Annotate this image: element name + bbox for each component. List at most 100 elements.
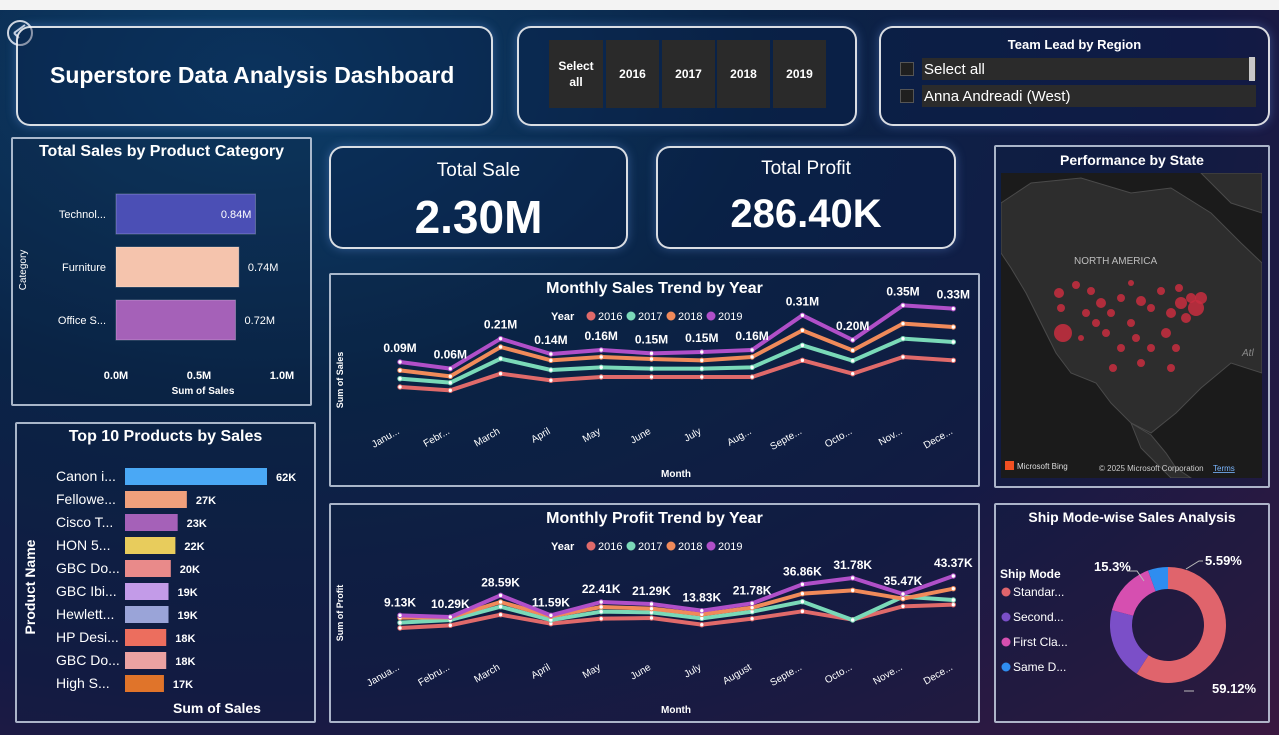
series-point: [548, 357, 554, 364]
series-point: [447, 373, 454, 380]
series-point: [799, 608, 806, 615]
category-bar: [115, 246, 240, 288]
state-marker: [1087, 287, 1095, 295]
shipmode-donut-chart: Ship Mode Standar... Second... First Cla...…: [1000, 553, 1257, 696]
series-point: [799, 581, 806, 588]
state-marker: [1127, 319, 1135, 327]
state-marker: [1102, 329, 1110, 337]
series-point: [749, 364, 755, 371]
category-x-tick: 1.0M: [270, 370, 294, 382]
map-title: Performance by State: [1060, 152, 1204, 168]
series-point: [598, 604, 604, 610]
monthly-sales-title: Monthly Sales Trend by Year: [546, 280, 763, 297]
series-point: [850, 337, 856, 343]
total-value-label: 0.35M: [886, 284, 919, 298]
state-marker: [1166, 308, 1176, 318]
kpi-sale-value: 2.30M: [414, 191, 543, 243]
map-terms-link[interactable]: Terms: [1213, 464, 1235, 473]
legend-marker: [586, 541, 596, 551]
legend-marker: [706, 311, 716, 321]
scrollbar-thumb[interactable]: [1249, 57, 1255, 81]
series-point: [900, 354, 906, 360]
team-lead-option-anna[interactable]: Anna Andreadi (West): [900, 85, 1256, 107]
series-point: [397, 375, 403, 382]
month-tick-label: April: [530, 662, 553, 682]
series-line: [399, 574, 954, 619]
series-point: [397, 384, 403, 390]
total-value-label: 9.13K: [384, 595, 416, 609]
series-point: [648, 601, 655, 607]
total-value-label: 21.29K: [632, 584, 671, 598]
series-point: [900, 320, 906, 327]
state-marker: [1117, 344, 1125, 352]
series-point: [548, 367, 554, 373]
legend-label: 2016: [598, 541, 622, 553]
series-line: [399, 321, 954, 379]
kpi-profit-value: 286.40K: [730, 192, 882, 236]
year-button-2018[interactable]: 2018: [717, 40, 770, 108]
checkbox-icon[interactable]: [900, 89, 914, 103]
total-value-label: 0.16M: [585, 329, 618, 343]
total-value-label: 11.59K: [532, 595, 570, 609]
map-region-label: NORTH AMERICA: [1074, 256, 1157, 267]
series-point: [648, 605, 655, 612]
month-tick-label: Nove...: [872, 662, 905, 687]
legend-marker: [626, 311, 636, 321]
series-point: [598, 374, 604, 380]
y-axis-label: Sum of Profit: [335, 585, 345, 642]
state-marker: [1128, 280, 1134, 286]
total-value-label: 0.21M: [484, 318, 517, 332]
state-marker: [1195, 292, 1207, 304]
total-value-label: 0.06M: [434, 348, 467, 362]
month-tick-label: Janua...: [365, 662, 401, 689]
checkbox-icon[interactable]: [900, 62, 914, 76]
bing-logo-icon: [1005, 461, 1014, 470]
total-value-label: 22.41K: [582, 582, 621, 596]
legend-marker: [706, 541, 716, 551]
product-label: GBC Ibi...: [56, 583, 117, 599]
header-title-panel: Superstore Data Analysis Dashboard: [16, 26, 493, 126]
category-y-axis-label: Category: [18, 250, 29, 291]
kpi-sale-label: Total Sale: [436, 160, 521, 181]
state-marker: [1161, 328, 1171, 338]
month-tick-label: Aug...: [725, 426, 753, 449]
donut-slice: [1110, 610, 1149, 674]
team-lead-option-select-all[interactable]: Select all: [900, 57, 1256, 81]
donut-value-label: 15.3%: [1094, 559, 1131, 574]
series-point: [799, 312, 806, 319]
series-point: [850, 617, 856, 623]
series-point: [548, 612, 554, 619]
state-marker: [1082, 309, 1090, 317]
state-marker: [1107, 309, 1115, 317]
series-point: [699, 357, 705, 364]
donut-slice: [1148, 567, 1168, 592]
series-line: [399, 303, 954, 371]
product-bar: [125, 606, 169, 623]
state-map[interactable]: NORTH AMERICA Atl Microsoft Bing © 2025 …: [1001, 173, 1262, 478]
series-point: [900, 302, 906, 309]
series-point: [749, 347, 755, 353]
year-button-2019[interactable]: 2019: [773, 40, 826, 108]
legend-marker: [626, 541, 636, 551]
year-button-select-all[interactable]: Select all: [549, 40, 603, 108]
top10-chart-title: Top 10 Products by Sales: [68, 428, 263, 445]
series-point: [950, 597, 956, 603]
year-button-2017[interactable]: 2017: [662, 40, 715, 108]
total-value-label: 0.09M: [383, 341, 416, 355]
series-point: [447, 379, 454, 386]
year-button-2016[interactable]: 2016: [606, 40, 659, 108]
series-point: [799, 357, 806, 364]
series-point: [497, 335, 504, 342]
greenland-landmass: [1200, 173, 1262, 214]
shipmode-legend-marker: [1001, 587, 1011, 597]
top10-bar-chart: Canon i... 62K Fellowe... 27K Cisco T... 23K H…: [22, 468, 296, 716]
kpi-total-profit-card: Total Profit 286.40K: [656, 146, 956, 249]
series-point: [497, 344, 504, 350]
product-value-label: 22K: [184, 541, 204, 553]
state-marker: [1057, 304, 1065, 312]
series-point: [598, 599, 604, 605]
legend-label: 2017: [638, 311, 662, 323]
series-point: [648, 350, 655, 357]
kpi-profit-label: Total Profit: [761, 158, 851, 179]
series-point: [598, 608, 604, 615]
